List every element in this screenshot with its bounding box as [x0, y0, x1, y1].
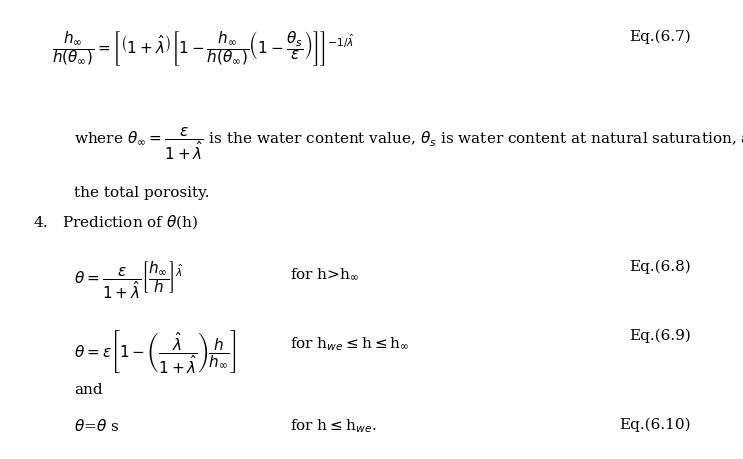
- Text: $\theta = \varepsilon\left[1 - \left(\dfrac{\hat{\lambda}}{1 + \hat{\lambda}}\ri: $\theta = \varepsilon\left[1 - \left(\df…: [74, 328, 237, 375]
- Text: for h>h$_{\infty}$: for h>h$_{\infty}$: [290, 266, 359, 281]
- Text: for h$\leq$h$_{we}$.: for h$\leq$h$_{we}$.: [290, 418, 377, 436]
- Text: Eq.(6.9): Eq.(6.9): [629, 328, 691, 342]
- Text: for h$_{we}$$\leq$h$\leq$h$_{\infty}$: for h$_{we}$$\leq$h$\leq$h$_{\infty}$: [290, 335, 409, 353]
- Text: Eq.(6.7): Eq.(6.7): [629, 30, 691, 44]
- Text: 4.   Prediction of $\theta$(h): 4. Prediction of $\theta$(h): [33, 213, 198, 231]
- Text: and: and: [74, 383, 103, 397]
- Text: Eq.(6.10): Eq.(6.10): [620, 418, 691, 432]
- Text: where $\theta_{\infty} = \dfrac{\varepsilon}{1 + \hat{\lambda}}$ is the water co: where $\theta_{\infty} = \dfrac{\varepsi…: [74, 126, 743, 162]
- Text: $\theta = \dfrac{\varepsilon}{1 + \hat{\lambda}}\left[\dfrac{h_{\infty}}{h}\righ: $\theta = \dfrac{\varepsilon}{1 + \hat{\…: [74, 259, 184, 301]
- Text: Eq.(6.8): Eq.(6.8): [629, 259, 691, 274]
- Text: the total porosity.: the total porosity.: [74, 186, 210, 200]
- Text: $\dfrac{h_{\infty}}{h(\theta_{\infty})} = \left[\left(1 + \hat{\lambda}\right)\l: $\dfrac{h_{\infty}}{h(\theta_{\infty})} …: [52, 30, 354, 68]
- Text: $\theta$=$\theta$ s: $\theta$=$\theta$ s: [74, 418, 120, 434]
